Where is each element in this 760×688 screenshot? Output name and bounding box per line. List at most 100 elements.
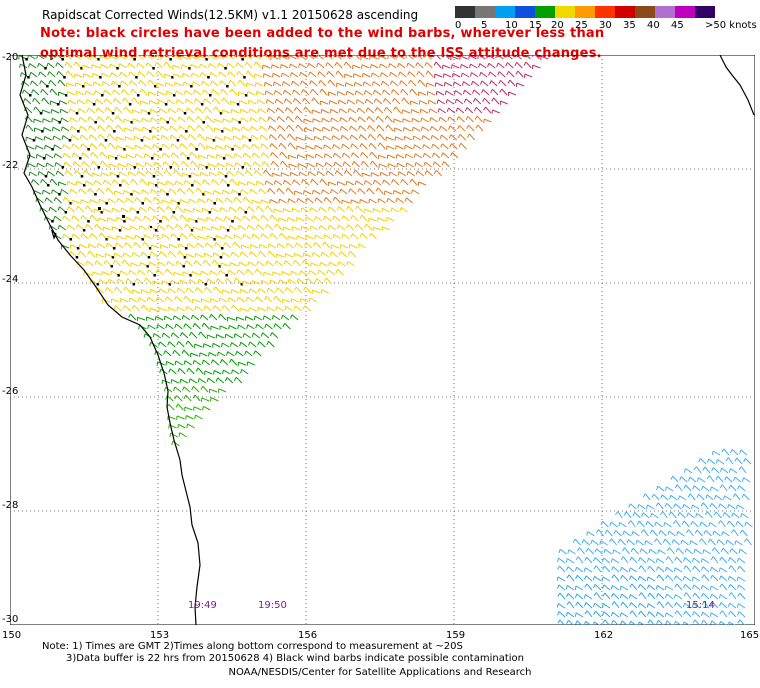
wind-barb xyxy=(177,368,186,375)
wind-barb xyxy=(113,252,122,258)
wind-barb xyxy=(540,55,549,61)
wind-barb xyxy=(373,98,383,105)
wind-barb xyxy=(315,55,324,60)
wind-barb xyxy=(620,574,629,582)
wind-barb xyxy=(426,91,436,96)
wind-barb xyxy=(294,190,303,195)
wind-barb xyxy=(264,205,273,213)
wind-barb xyxy=(393,118,402,124)
wind-barb xyxy=(689,540,698,546)
wind-barb xyxy=(194,287,204,294)
wind-barb xyxy=(35,145,44,150)
wind-barb xyxy=(293,252,302,258)
wind-barb xyxy=(248,341,257,348)
wind-barb xyxy=(35,153,45,159)
wind-barb xyxy=(229,100,239,106)
contamination-marker xyxy=(104,139,108,142)
wind-barb xyxy=(215,216,224,222)
wind-barb xyxy=(376,124,385,132)
wind-barb xyxy=(125,234,134,240)
wind-barb xyxy=(308,297,318,303)
wind-barb xyxy=(160,134,170,141)
wind-barb xyxy=(107,217,116,222)
wind-barb xyxy=(734,540,743,546)
wind-barb xyxy=(152,152,162,159)
wind-barb xyxy=(147,181,157,187)
wind-barb xyxy=(257,288,267,294)
wind-barb xyxy=(224,144,233,150)
wind-barb xyxy=(231,189,240,195)
wind-barb xyxy=(192,394,201,402)
wind-barb xyxy=(282,89,292,96)
wind-barb xyxy=(177,250,186,258)
wind-barb xyxy=(107,235,116,241)
wind-barb xyxy=(170,214,179,222)
wind-barb xyxy=(372,179,382,186)
wind-barb xyxy=(230,251,240,258)
wind-barb xyxy=(42,127,52,132)
wind-barb xyxy=(92,72,101,78)
wind-barb xyxy=(273,90,283,96)
wind-barb xyxy=(165,180,175,186)
wind-barb xyxy=(384,190,393,195)
wind-barb xyxy=(207,163,216,168)
wind-barb xyxy=(165,224,175,231)
wind-barb xyxy=(319,178,328,186)
wind-barb xyxy=(51,126,61,132)
wind-barb xyxy=(223,135,232,141)
wind-barb xyxy=(166,99,176,105)
wind-barb xyxy=(224,234,233,240)
wind-barb xyxy=(386,216,395,222)
wind-barb xyxy=(77,250,87,258)
wind-barb xyxy=(219,80,228,87)
wind-barb xyxy=(368,142,377,150)
contamination-marker xyxy=(224,67,227,70)
wind-barb xyxy=(280,63,289,69)
wind-barb xyxy=(65,70,74,78)
wind-barb xyxy=(22,89,31,96)
wind-barb xyxy=(226,62,235,69)
wind-barb xyxy=(89,214,98,222)
wind-barb xyxy=(272,72,281,78)
wind-barb xyxy=(333,55,342,60)
wind-barb xyxy=(100,172,109,177)
wind-barb xyxy=(258,188,267,195)
wind-barb xyxy=(218,71,227,78)
wind-barb xyxy=(513,55,522,60)
wind-barb xyxy=(737,611,746,618)
wind-barb xyxy=(281,81,291,87)
southeast-swath xyxy=(556,448,753,625)
wind-barb xyxy=(96,116,105,123)
wind-barb xyxy=(327,224,337,231)
wind-barb xyxy=(299,71,308,78)
wind-barb xyxy=(190,314,200,321)
wind-barb xyxy=(736,504,745,510)
contamination-marker xyxy=(176,139,180,142)
wind-barb xyxy=(166,260,175,267)
wind-barb xyxy=(382,98,392,105)
wind-barb xyxy=(294,286,303,294)
wind-barb xyxy=(174,205,183,213)
wind-barb xyxy=(495,55,504,60)
wind-barb xyxy=(62,215,71,222)
wind-barb xyxy=(393,106,402,114)
wind-barb xyxy=(104,287,114,294)
wind-barb xyxy=(700,558,710,564)
wind-barb xyxy=(210,207,219,213)
wind-barb xyxy=(59,108,69,114)
wind-barb xyxy=(152,280,161,286)
wind-barb xyxy=(71,215,80,222)
contamination-marker xyxy=(25,58,28,61)
wind-barb xyxy=(262,315,272,321)
wind-barb xyxy=(363,180,373,186)
wind-barb xyxy=(102,208,111,213)
wind-barb xyxy=(156,181,166,186)
wind-barb xyxy=(700,611,710,618)
wind-barb xyxy=(727,621,736,625)
wind-barb xyxy=(339,188,348,195)
wind-barb xyxy=(191,72,200,78)
wind-barb xyxy=(420,117,429,123)
wind-barb xyxy=(258,116,267,123)
wind-barb xyxy=(583,594,593,600)
wind-barb xyxy=(123,286,132,294)
